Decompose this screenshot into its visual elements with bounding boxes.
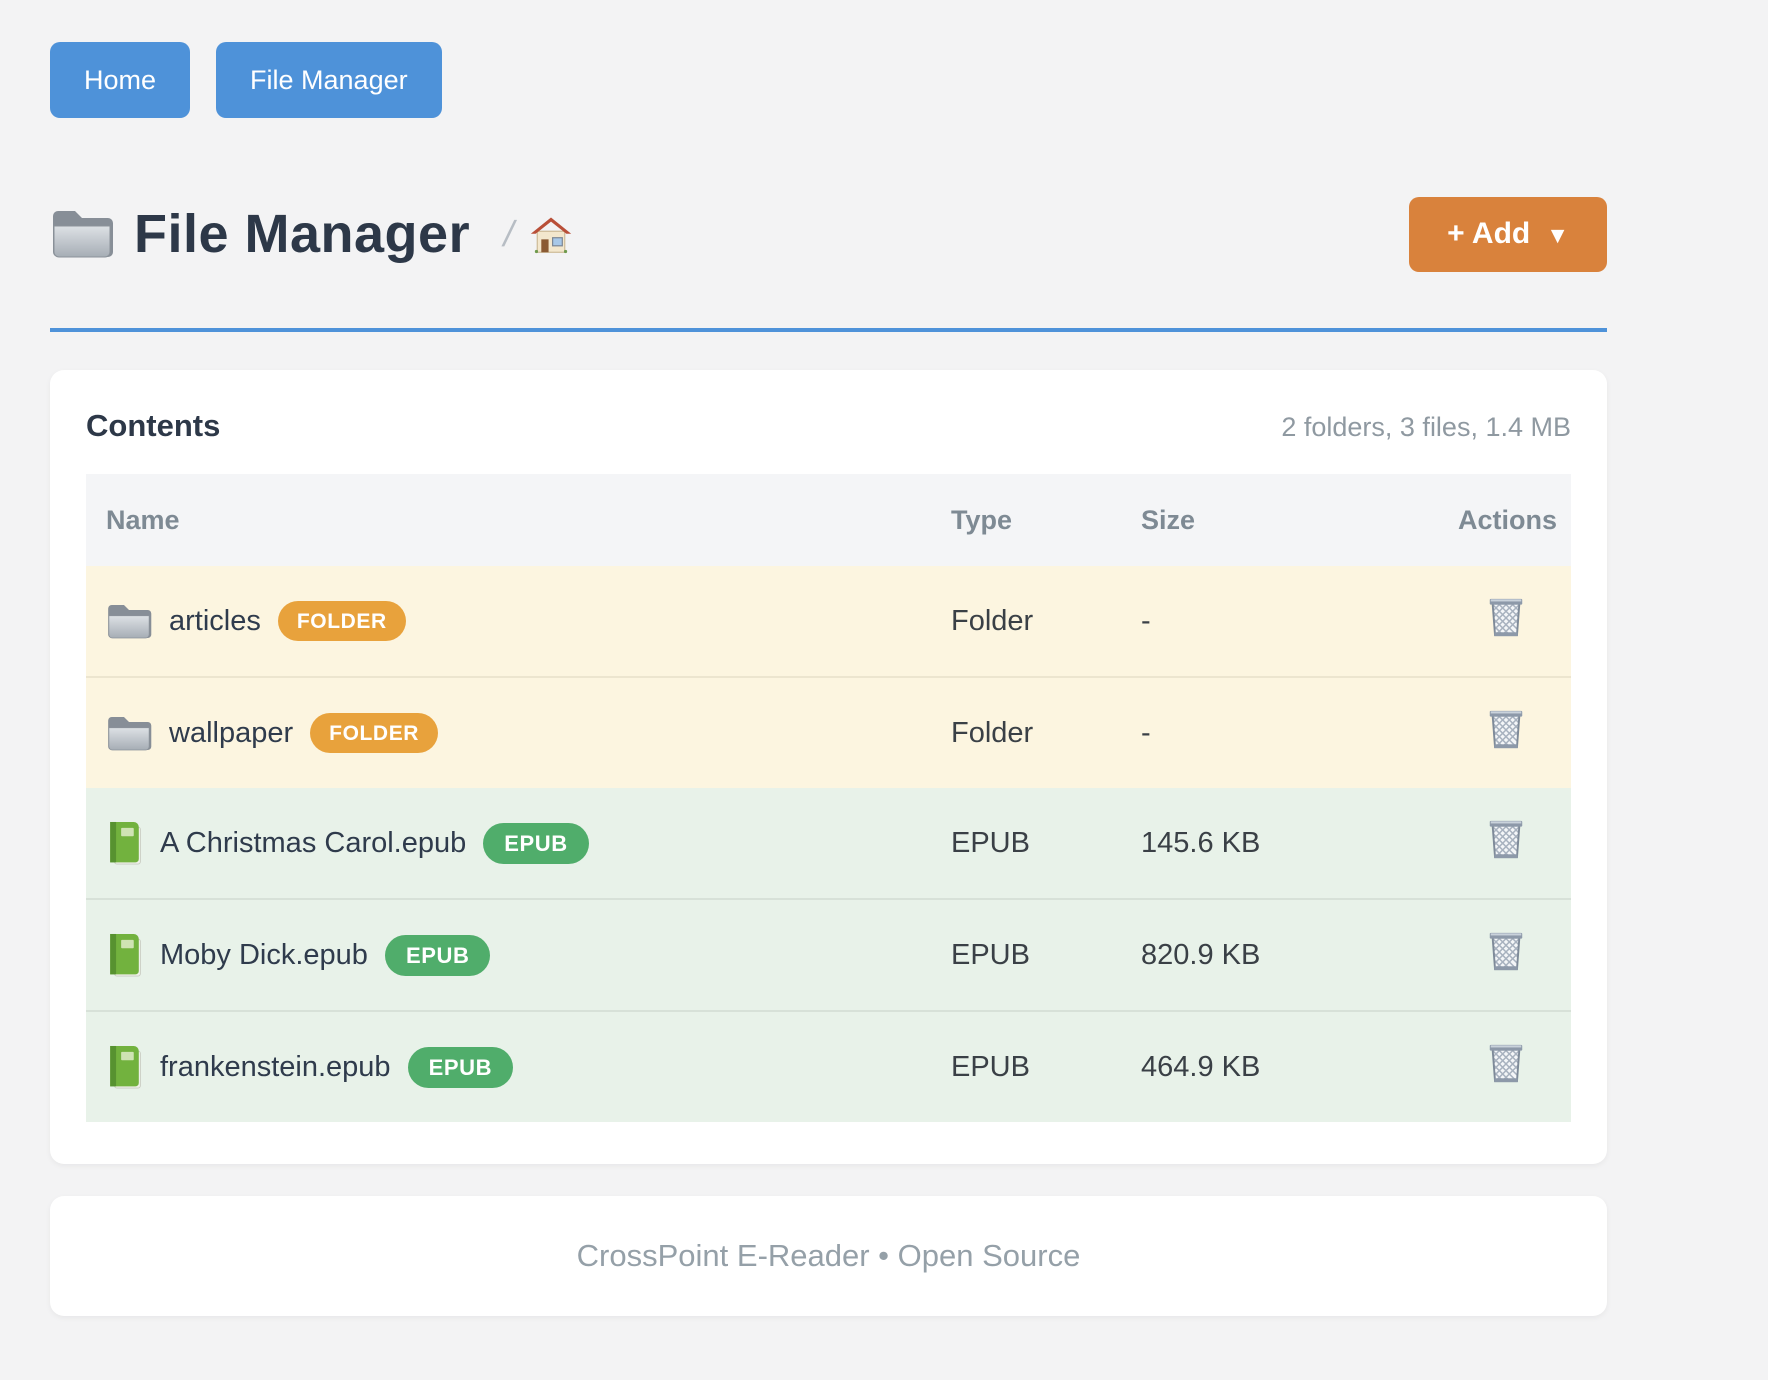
table-row: articles FOLDER Folder -: [86, 566, 1571, 677]
footer: CrossPoint E-Reader • Open Source: [50, 1196, 1607, 1316]
folder-icon: [50, 207, 114, 261]
size-cell: -: [1121, 676, 1381, 788]
type-cell: EPUB: [931, 898, 1121, 1011]
trash-icon: [1485, 598, 1527, 643]
size-cell: 145.6 KB: [1121, 788, 1381, 899]
delete-button[interactable]: [1485, 594, 1527, 640]
actions-cell: [1381, 566, 1571, 677]
type-badge: FOLDER: [310, 713, 439, 753]
column-header-name: Name: [86, 474, 931, 566]
size-cell: 464.9 KB: [1121, 1010, 1381, 1122]
type-cell: EPUB: [931, 1010, 1121, 1122]
type-badge: EPUB: [483, 822, 589, 864]
breadcrumb-separator: /: [499, 213, 519, 254]
book-icon: [106, 820, 143, 866]
top-nav: Home File Manager: [50, 42, 1607, 118]
breadcrumb: /: [500, 213, 572, 255]
actions-cell: [1381, 676, 1571, 788]
file-table-body: articles FOLDER Folder - wallpaper FOLDE…: [86, 566, 1571, 1122]
book-icon: [106, 1044, 143, 1090]
trash-icon: [1485, 1044, 1527, 1089]
type-badge: EPUB: [384, 934, 491, 976]
type-badge: EPUB: [407, 1046, 514, 1088]
table-row: frankenstein.epub EPUB EPUB 464.9 KB: [86, 1010, 1571, 1122]
type-cell: EPUB: [931, 788, 1121, 899]
size-cell: 820.9 KB: [1121, 898, 1381, 1011]
contents-summary: 2 folders, 3 files, 1.4 MB: [1281, 412, 1571, 442]
add-button[interactable]: + Add ▼: [1409, 196, 1607, 272]
trash-icon: [1485, 932, 1527, 977]
folder-icon: [106, 714, 152, 753]
name-cell: A Christmas Carol.epub EPUB: [86, 788, 931, 899]
delete-button[interactable]: [1485, 816, 1527, 862]
actions-cell: [1381, 788, 1571, 899]
column-header-size: Size: [1121, 474, 1381, 566]
table-row: Moby Dick.epub EPUB EPUB 820.9 KB: [86, 898, 1571, 1011]
actions-cell: [1381, 898, 1571, 1011]
file-name[interactable]: wallpaper: [169, 716, 294, 749]
type-cell: Folder: [931, 676, 1121, 788]
delete-button[interactable]: [1485, 928, 1527, 974]
add-button-label: + Add: [1447, 217, 1531, 250]
trash-icon: [1485, 710, 1527, 755]
page-title: File Manager: [134, 204, 471, 264]
delete-button[interactable]: [1485, 1040, 1527, 1086]
contents-panel: Contents 2 folders, 3 files, 1.4 MB Name…: [50, 370, 1607, 1164]
type-badge: FOLDER: [277, 601, 406, 641]
accent-divider: [50, 328, 1607, 332]
trash-icon: [1485, 820, 1527, 865]
table-row: A Christmas Carol.epub EPUB EPUB 145.6 K…: [86, 788, 1571, 899]
chevron-down-icon: ▼: [1546, 221, 1569, 248]
file-table: Name Type Size Actions articles FOLDER F…: [86, 474, 1571, 1122]
type-cell: Folder: [931, 566, 1121, 677]
page: Home File Manager File Manager / + Add ▼…: [50, 0, 1607, 1316]
nav-home-button[interactable]: Home: [50, 42, 191, 118]
column-header-type: Type: [931, 474, 1121, 566]
file-name[interactable]: articles: [169, 604, 261, 637]
book-icon: [106, 932, 143, 978]
folder-icon: [106, 602, 152, 641]
column-header-actions: Actions: [1381, 474, 1571, 566]
file-name[interactable]: A Christmas Carol.epub: [160, 826, 467, 859]
name-cell: articles FOLDER: [86, 566, 931, 677]
table-header-row: Name Type Size Actions: [86, 474, 1571, 566]
actions-cell: [1381, 1010, 1571, 1122]
page-header: File Manager / + Add ▼: [50, 188, 1607, 280]
footer-text: CrossPoint E-Reader • Open Source: [576, 1238, 1081, 1273]
name-cell: frankenstein.epub EPUB: [86, 1010, 931, 1122]
name-cell: Moby Dick.epub EPUB: [86, 898, 931, 1011]
file-name[interactable]: Moby Dick.epub: [160, 938, 368, 971]
table-row: wallpaper FOLDER Folder -: [86, 676, 1571, 788]
contents-title: Contents: [86, 408, 221, 443]
nav-file-manager-button[interactable]: File Manager: [216, 42, 442, 118]
contents-header: Contents 2 folders, 3 files, 1.4 MB: [86, 408, 1571, 444]
name-cell: wallpaper FOLDER: [86, 676, 931, 788]
file-name[interactable]: frankenstein.epub: [160, 1050, 391, 1083]
delete-button[interactable]: [1485, 706, 1527, 752]
size-cell: -: [1121, 566, 1381, 677]
house-icon[interactable]: [530, 215, 572, 254]
